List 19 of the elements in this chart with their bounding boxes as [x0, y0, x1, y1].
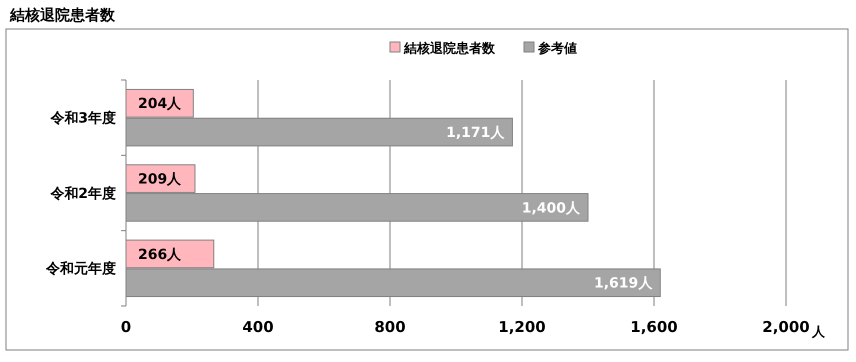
x-tick-label: 400 [242, 318, 274, 336]
y-tick-label: 令和3年度 [49, 110, 116, 127]
x-tick-label: 2,000 [762, 318, 810, 336]
data-label: 266人 [138, 246, 182, 263]
x-tick-label: 1,600 [630, 318, 678, 336]
chart-title: 結核退院患者数 [9, 6, 116, 24]
data-label: 204人 [138, 96, 182, 112]
data-label: 209人 [138, 172, 182, 188]
y-tick-label: 令和2年度 [49, 184, 116, 202]
legend-label: 結核退院患者数 [403, 40, 496, 57]
legend-label: 参考値 [537, 40, 577, 57]
x-tick-label: 0 [120, 318, 132, 336]
data-label: 1,400人 [522, 200, 581, 216]
data-label: 1,171人 [446, 124, 506, 141]
x-tick-label: 1,200 [498, 318, 546, 336]
x-axis-title: 人 [811, 325, 826, 340]
y-tick-label: 令和元年度 [45, 260, 116, 278]
x-tick-label: 800 [374, 318, 406, 336]
data-label: 1,619人 [594, 276, 654, 292]
